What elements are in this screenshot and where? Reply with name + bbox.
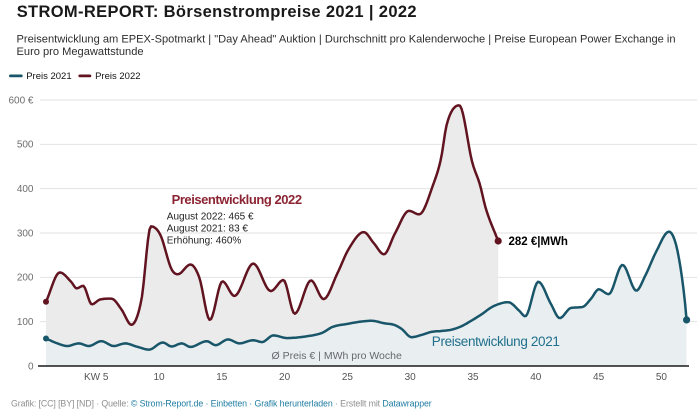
svg-text:August 2021: 83 €: August 2021: 83 € bbox=[167, 224, 249, 235]
svg-text:400: 400 bbox=[17, 184, 34, 195]
svg-text:STROM-REPORT: Börsenstrompreis: STROM-REPORT: Börsenstrompreise 2021 | 2… bbox=[17, 3, 417, 21]
svg-text:Preis 2021: Preis 2021 bbox=[26, 71, 71, 82]
svg-text:45: 45 bbox=[593, 372, 605, 383]
svg-text:Ø Preis € | MWh pro Woche: Ø Preis € | MWh pro Woche bbox=[272, 350, 402, 362]
svg-text:Euro pro Megawattstunde: Euro pro Megawattstunde bbox=[17, 46, 144, 58]
svg-text:100: 100 bbox=[17, 317, 34, 328]
svg-text:25: 25 bbox=[342, 372, 354, 383]
svg-text:10: 10 bbox=[153, 372, 165, 383]
svg-text:KW 5: KW 5 bbox=[84, 372, 109, 383]
svg-text:Preisentwicklung am EPEX-Spotm: Preisentwicklung am EPEX-Spotmarkt | "Da… bbox=[17, 34, 676, 46]
svg-text:Preis 2022: Preis 2022 bbox=[95, 71, 140, 82]
svg-text:300: 300 bbox=[17, 228, 34, 239]
svg-text:August 2022: 465 €: August 2022: 465 € bbox=[167, 212, 254, 223]
svg-text:35: 35 bbox=[467, 372, 479, 383]
svg-text:Grafik: [CC] [BY] [ND] · Quell: Grafik: [CC] [BY] [ND] · Quelle: © Strom… bbox=[11, 399, 432, 409]
svg-text:50: 50 bbox=[656, 372, 668, 383]
svg-text:Erhöhung: 460%: Erhöhung: 460% bbox=[167, 236, 242, 247]
svg-text:Preisentwicklung 2022: Preisentwicklung 2022 bbox=[172, 192, 302, 207]
svg-text:Preisentwicklung 2021: Preisentwicklung 2021 bbox=[432, 334, 560, 349]
svg-text:30: 30 bbox=[405, 372, 417, 383]
svg-text:200: 200 bbox=[17, 273, 34, 284]
svg-text:600 €: 600 € bbox=[8, 95, 33, 106]
svg-text:500: 500 bbox=[17, 140, 34, 151]
svg-text:282 €|MWh: 282 €|MWh bbox=[509, 236, 568, 248]
svg-text:20: 20 bbox=[279, 372, 291, 383]
svg-text:15: 15 bbox=[216, 372, 228, 383]
svg-text:0: 0 bbox=[28, 361, 34, 372]
svg-text:40: 40 bbox=[530, 372, 542, 383]
